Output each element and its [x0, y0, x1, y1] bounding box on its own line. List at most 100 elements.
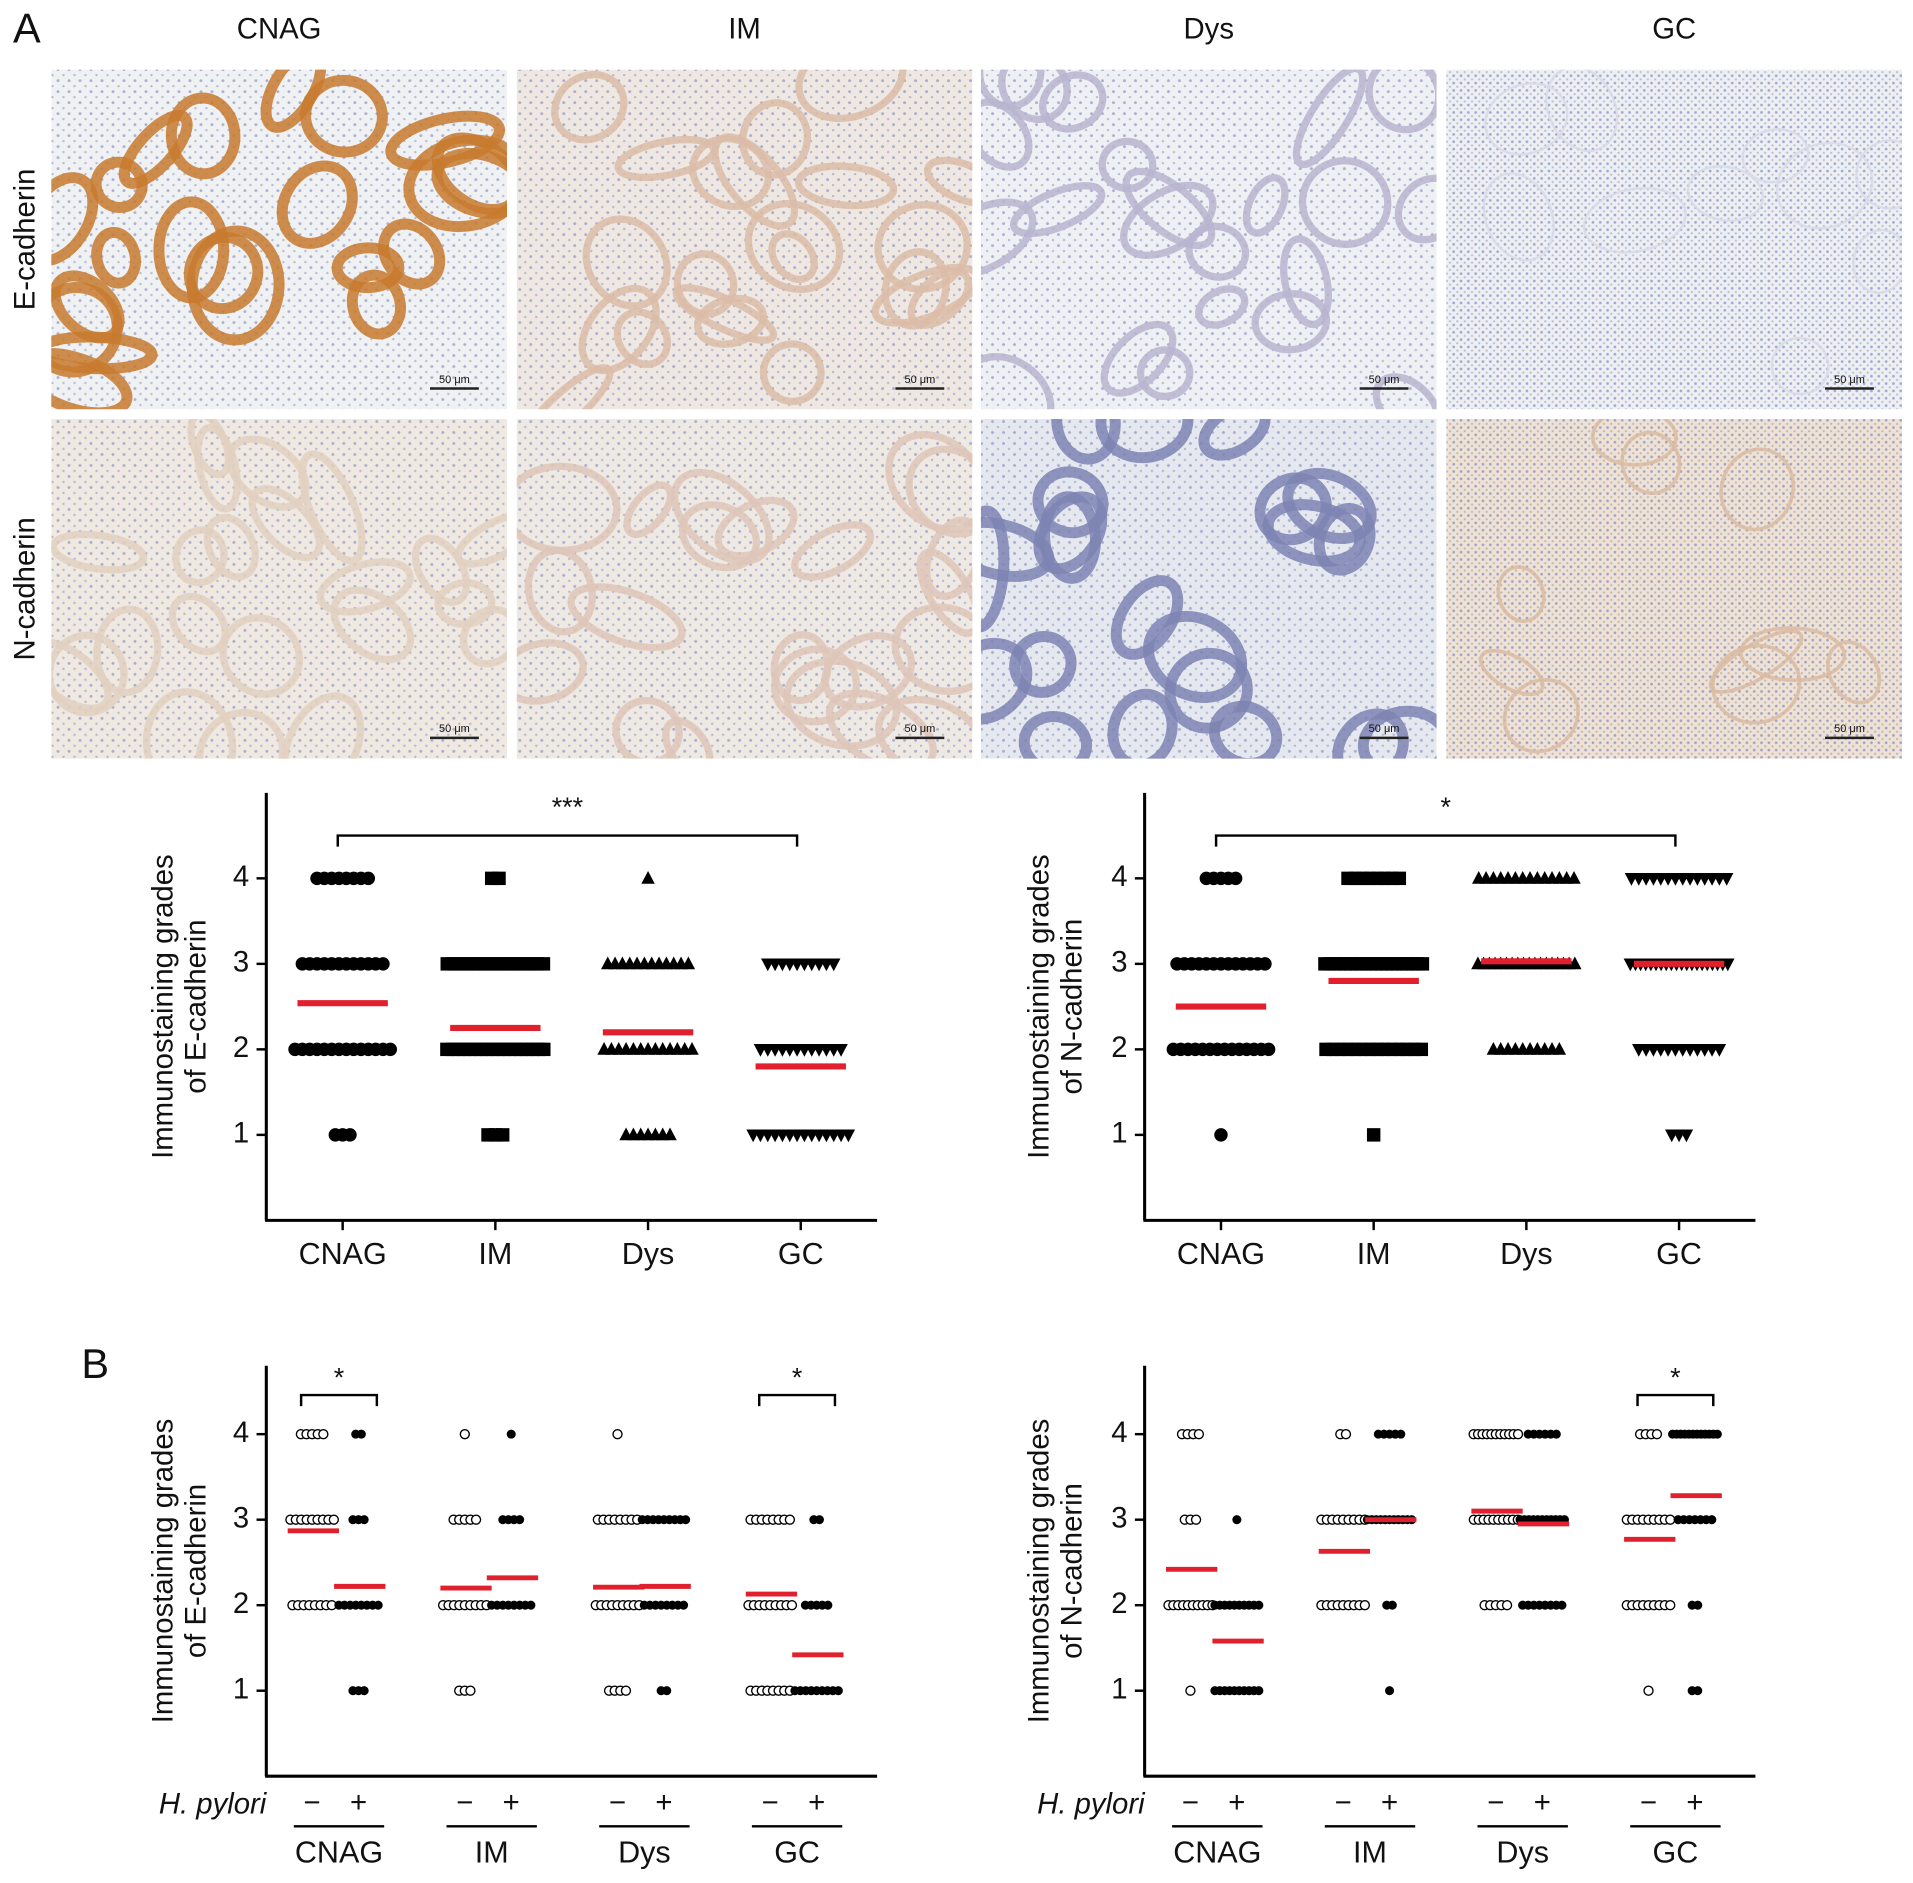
x-tick-label: IM: [475, 1835, 509, 1869]
dot: [681, 1515, 691, 1525]
gland: [1185, 222, 1250, 281]
y-axis-label: of E-cadherin: [180, 1484, 213, 1658]
x-tick-label: GC: [1656, 1237, 1702, 1271]
gland: [281, 692, 365, 759]
gland: [1855, 139, 1903, 210]
dot: [834, 1043, 848, 1057]
dot: [1214, 1128, 1228, 1142]
y-tick-label: 3: [233, 946, 249, 979]
gland: [1298, 157, 1392, 249]
x-tick-label: Dys: [1500, 1237, 1553, 1271]
dot: [662, 1686, 672, 1696]
subgroup-label: −: [762, 1786, 779, 1819]
gland: [403, 134, 507, 233]
gland: [1770, 336, 1830, 396]
gland: [980, 637, 1033, 725]
micrograph: [51, 69, 507, 410]
gland: [1033, 491, 1108, 575]
gland: [1582, 186, 1687, 254]
subgroup-label: −: [1182, 1786, 1199, 1819]
gland: [118, 109, 193, 189]
significance-label: *: [334, 1362, 345, 1392]
dot: [1707, 1515, 1717, 1525]
dot: [685, 1041, 699, 1055]
gland: [673, 250, 738, 318]
dot: [492, 871, 506, 886]
micrograph-cells: [980, 419, 1437, 759]
y-tick-label: 4: [233, 1416, 249, 1449]
dot: [1721, 958, 1735, 972]
significance-bracket: [1636, 1393, 1715, 1407]
gland: [1738, 626, 1847, 683]
gland: [1478, 648, 1545, 697]
panel-label: B: [81, 1340, 109, 1387]
micrograph: [1446, 419, 1903, 759]
gland: [1372, 373, 1437, 410]
gland: [142, 688, 237, 759]
micrograph: [516, 419, 973, 759]
significance-bracket: [757, 1393, 837, 1407]
gland: [203, 513, 259, 581]
x-tick-label: Dys: [622, 1237, 675, 1271]
subgroup-label: −: [1487, 1786, 1504, 1819]
dot: [1651, 1428, 1663, 1440]
gland: [276, 160, 358, 249]
gland: [821, 632, 916, 711]
dot: [383, 1042, 398, 1057]
gland: [795, 69, 907, 123]
subgroup-label: −: [1640, 1786, 1657, 1819]
gland: [331, 242, 405, 294]
panel-label: A: [13, 5, 41, 52]
dot: [1567, 870, 1581, 884]
gland: [1741, 128, 1810, 184]
x-tick-label: CNAG: [295, 1835, 383, 1869]
gland: [1282, 467, 1377, 544]
gland: [980, 98, 1033, 171]
scale-bar-label: 50 μm: [904, 723, 935, 735]
dot: [784, 1514, 796, 1525]
subgroup-label: +: [1381, 1786, 1398, 1819]
group-label: H. pylori: [159, 1787, 268, 1820]
x-tick-label: Dys: [1496, 1835, 1549, 1869]
gland: [768, 230, 818, 284]
row-label: E-cadherin: [9, 169, 42, 311]
gland: [923, 156, 973, 207]
subgroup-label: +: [1686, 1786, 1703, 1819]
micrograph: [980, 69, 1437, 410]
gland: [771, 645, 861, 726]
gland: [1545, 69, 1619, 153]
gland: [168, 592, 229, 656]
y-axis-label: Immunostaining grades: [1023, 1419, 1056, 1724]
y-tick-label: 1: [233, 1117, 249, 1150]
dot: [526, 1600, 536, 1610]
gland: [582, 215, 671, 310]
column-label: GC: [1652, 12, 1696, 45]
x-tick-label: CNAG: [1177, 1237, 1265, 1271]
gland: [1484, 82, 1569, 156]
gland: [434, 579, 496, 628]
y-tick-label: 4: [1111, 1416, 1127, 1449]
dot: [1557, 1600, 1567, 1610]
gland: [791, 521, 874, 581]
gland: [1394, 174, 1437, 244]
gland: [1686, 165, 1765, 222]
dot: [1359, 1599, 1371, 1611]
y-tick-label: 4: [233, 860, 249, 893]
dot: [1366, 1128, 1381, 1142]
gland: [1122, 167, 1216, 250]
gland: [165, 92, 241, 180]
gland: [980, 198, 1037, 280]
micrograph: [1446, 69, 1903, 410]
gland: [316, 558, 414, 616]
gland: [91, 226, 141, 289]
dot: [1712, 1429, 1722, 1439]
gland: [194, 424, 241, 513]
gland: [980, 352, 1055, 410]
gland: [51, 631, 128, 717]
subgroup-label: −: [609, 1786, 626, 1819]
gland: [612, 696, 683, 759]
micrograph: [516, 69, 973, 410]
gland: [1365, 69, 1437, 134]
gland: [1775, 141, 1874, 230]
